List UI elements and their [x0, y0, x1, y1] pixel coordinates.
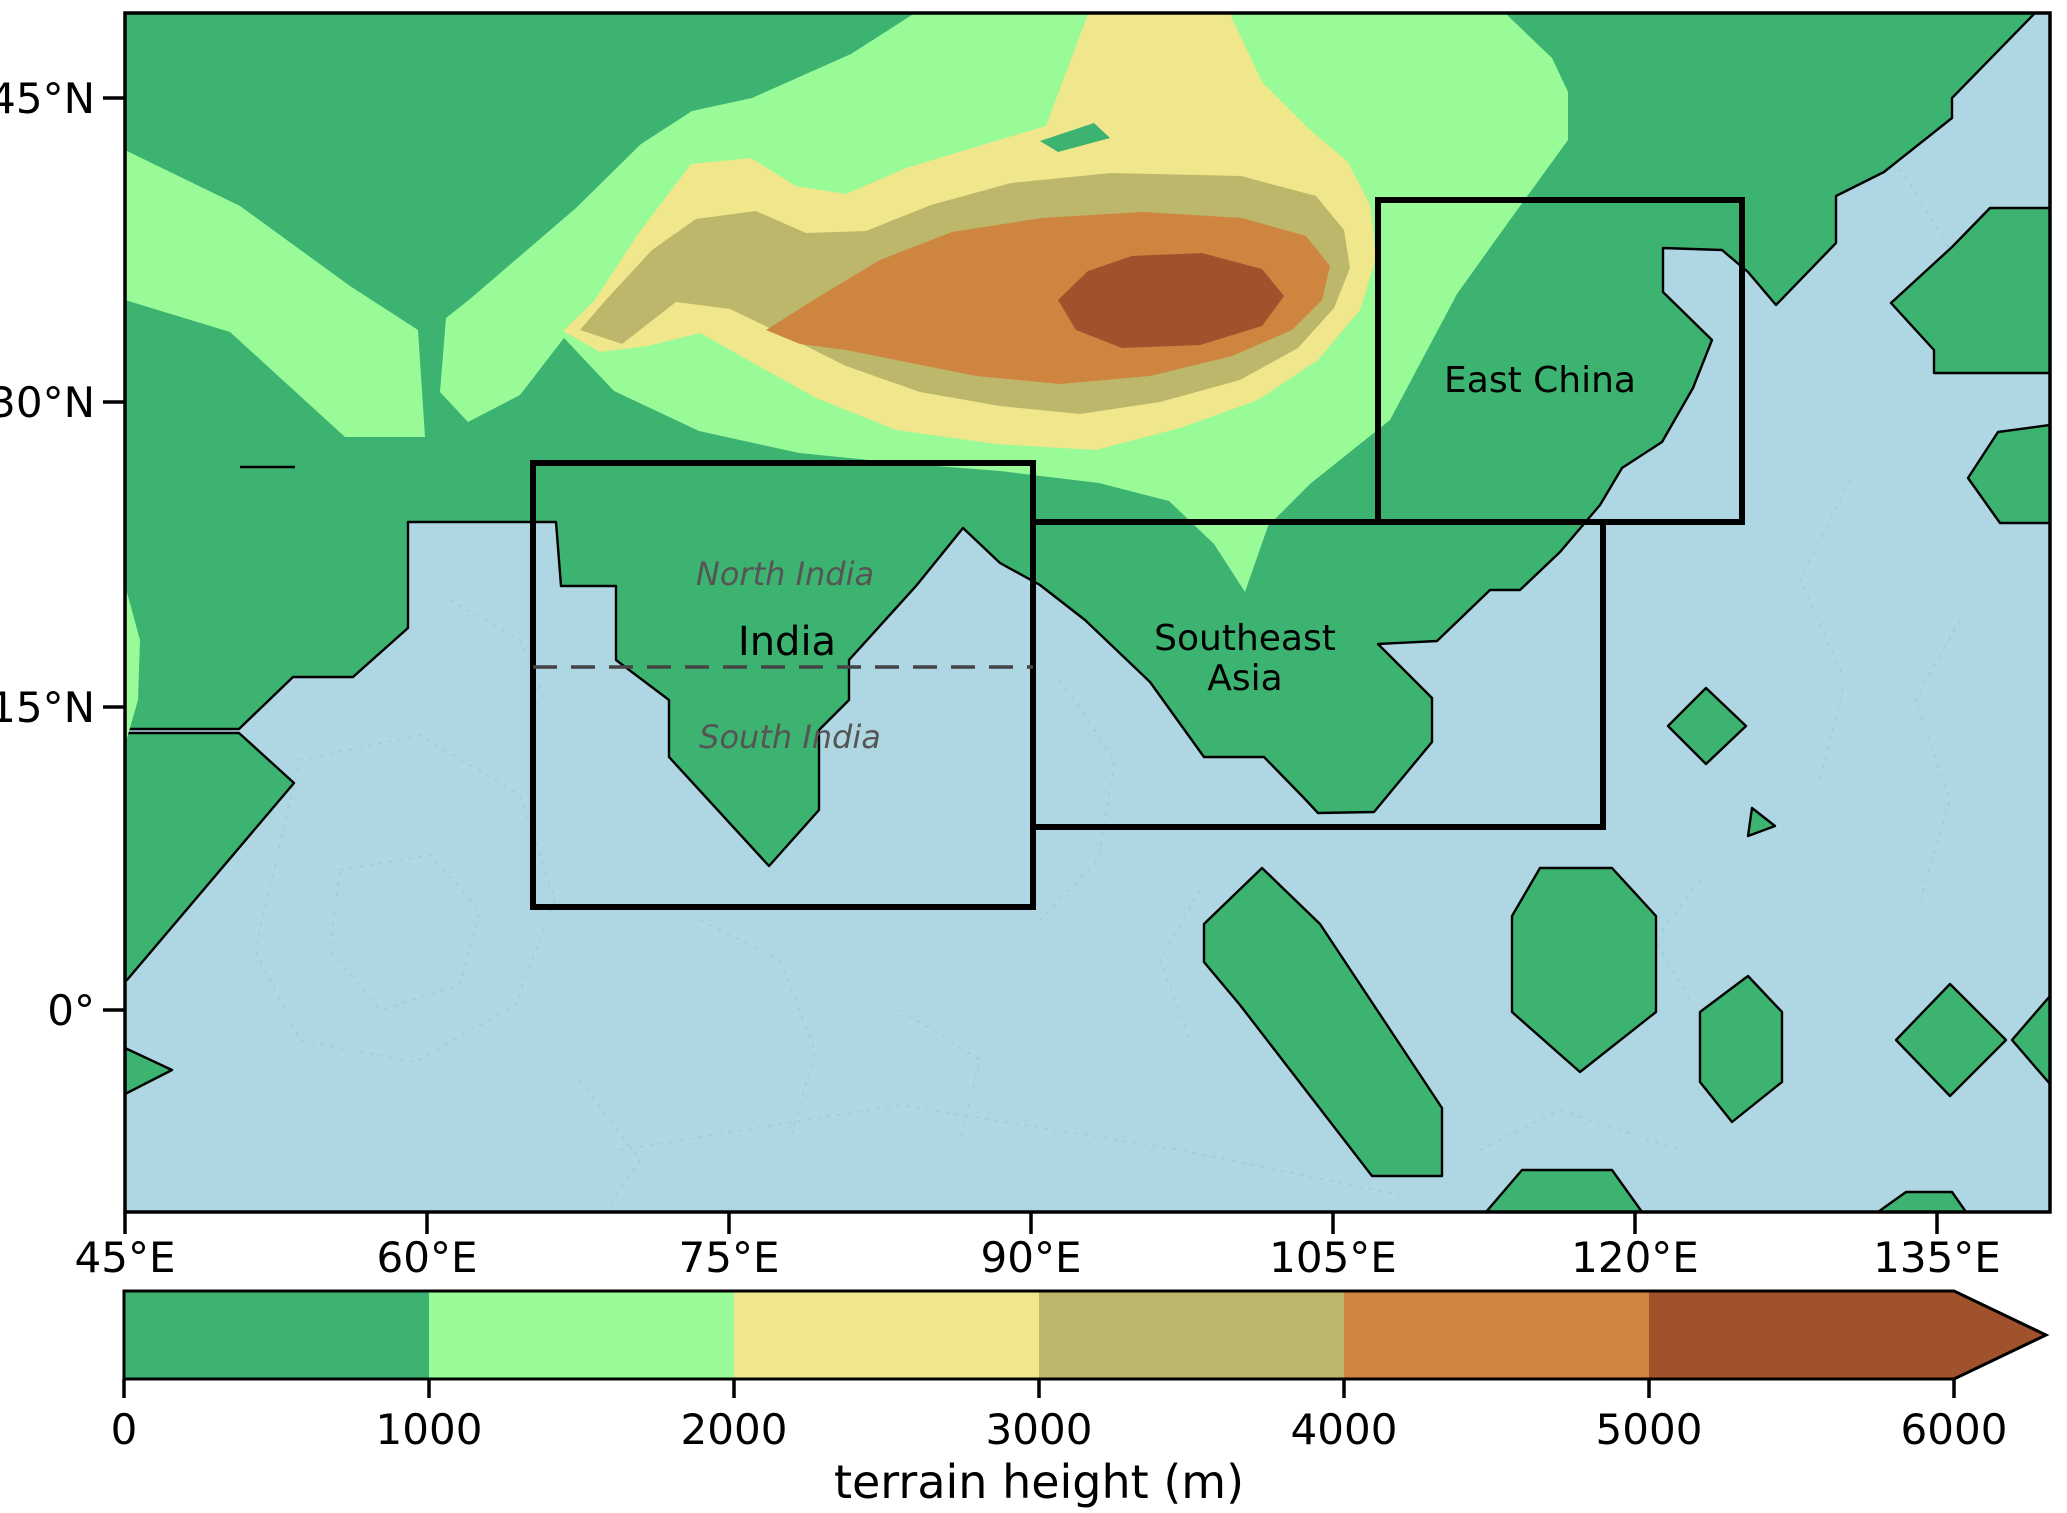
x-tick-label-90e: 90°E: [981, 1233, 1082, 1282]
x-tick-label-135e: 135°E: [1873, 1233, 2001, 1282]
y-tick-label-15n: 15°N: [0, 683, 95, 732]
coastline-africa-horn: [125, 731, 296, 982]
y-tick-label-0: 0°: [47, 986, 95, 1035]
colorbar-segment-4000-5000: [1344, 1291, 1649, 1379]
island-new-guinea-east: [2010, 994, 2050, 1086]
island-sumatra: [1202, 866, 1444, 1178]
coastline-africa-sliver: [125, 1046, 174, 1096]
colorbar-extend-arrow: [1954, 1291, 2046, 1379]
east-china-label: East China: [1444, 360, 1636, 401]
band-5000-6000: [1058, 253, 1284, 348]
bathymetry-contours: [254, 119, 1961, 1206]
colorbar-segment-2000-3000: [734, 1291, 1039, 1379]
southeast-asia-label-line2: Asia: [1207, 658, 1282, 699]
southeast-asia-label-line1: Southeast: [1154, 618, 1336, 659]
island-small-reef: [1746, 806, 1777, 838]
colorbar-tick-label-6000: 6000: [1901, 1405, 2008, 1454]
region-box-east-china: [1375, 197, 1745, 525]
peninsula-korea-japan: [1889, 206, 2050, 375]
x-tick-label-105e: 105°E: [1269, 1233, 1397, 1282]
island-philippines: [1666, 686, 1748, 766]
map-panel: North India India South India Southeast …: [125, 13, 2050, 1212]
colorbar-tick-label-5000: 5000: [1596, 1405, 1703, 1454]
colorbar-segment-1000-2000: [429, 1291, 734, 1379]
x-axis: 45°E 60°E 75°E 90°E 105°E 120°E 135°E: [75, 1212, 2001, 1282]
colorbar-tick-label-4000: 4000: [1291, 1405, 1398, 1454]
island-java: [1484, 1168, 1644, 1212]
elevation-bands: [125, 13, 1568, 745]
island-new-guinea: [1894, 982, 2008, 1098]
region-box-southeast-asia: [1030, 519, 1606, 830]
colorbar-ticks: [122, 1379, 1956, 1398]
south-india-label: South India: [699, 718, 881, 756]
colorbar-segment-3000-4000: [1039, 1291, 1344, 1379]
colorbar-tick-label-0: 0: [111, 1405, 138, 1454]
island-bottom-edge: [1876, 1190, 1968, 1212]
y-tick-label-45n: 45°N: [0, 74, 95, 123]
island-sulawesi: [1698, 974, 1784, 1124]
y-axis: 45°N 30°N 15°N 0°: [0, 74, 125, 1035]
low-spot-in-plateau: [1040, 123, 1110, 152]
x-tick-label-45e: 45°E: [75, 1233, 176, 1282]
colorbar-segment-0-1000: [124, 1291, 429, 1379]
colorbar-tick-label-3000: 3000: [986, 1405, 1093, 1454]
north-india-label: North India: [696, 555, 874, 593]
region-annotations: North India India South India Southeast …: [530, 197, 1745, 910]
x-tick-label-75e: 75°E: [679, 1233, 780, 1282]
map-frame: [123, 11, 2052, 1214]
india-label: India: [738, 619, 836, 665]
colorbar-outline: [122, 1289, 2050, 1381]
x-tick-label-60e: 60°E: [377, 1233, 478, 1282]
y-tick-label-30n: 30°N: [0, 378, 95, 427]
colorbar-segment-5000-6000: [1649, 1291, 1954, 1379]
colorbar-tick-label-2000: 2000: [681, 1405, 788, 1454]
x-tick-label-120e: 120°E: [1571, 1233, 1699, 1282]
island-borneo: [1510, 866, 1658, 1074]
band-1000-2000-sliver: [125, 585, 140, 745]
band-1000-2000-west: [125, 150, 425, 437]
colorbar-tick-label-1000: 1000: [376, 1405, 483, 1454]
colorbar: 0 1000 2000 3000 4000 5000 6000 terrain …: [111, 1289, 2050, 1509]
island-japan-south: [1966, 423, 2050, 525]
colorbar-title: terrain height (m): [834, 1455, 1244, 1509]
